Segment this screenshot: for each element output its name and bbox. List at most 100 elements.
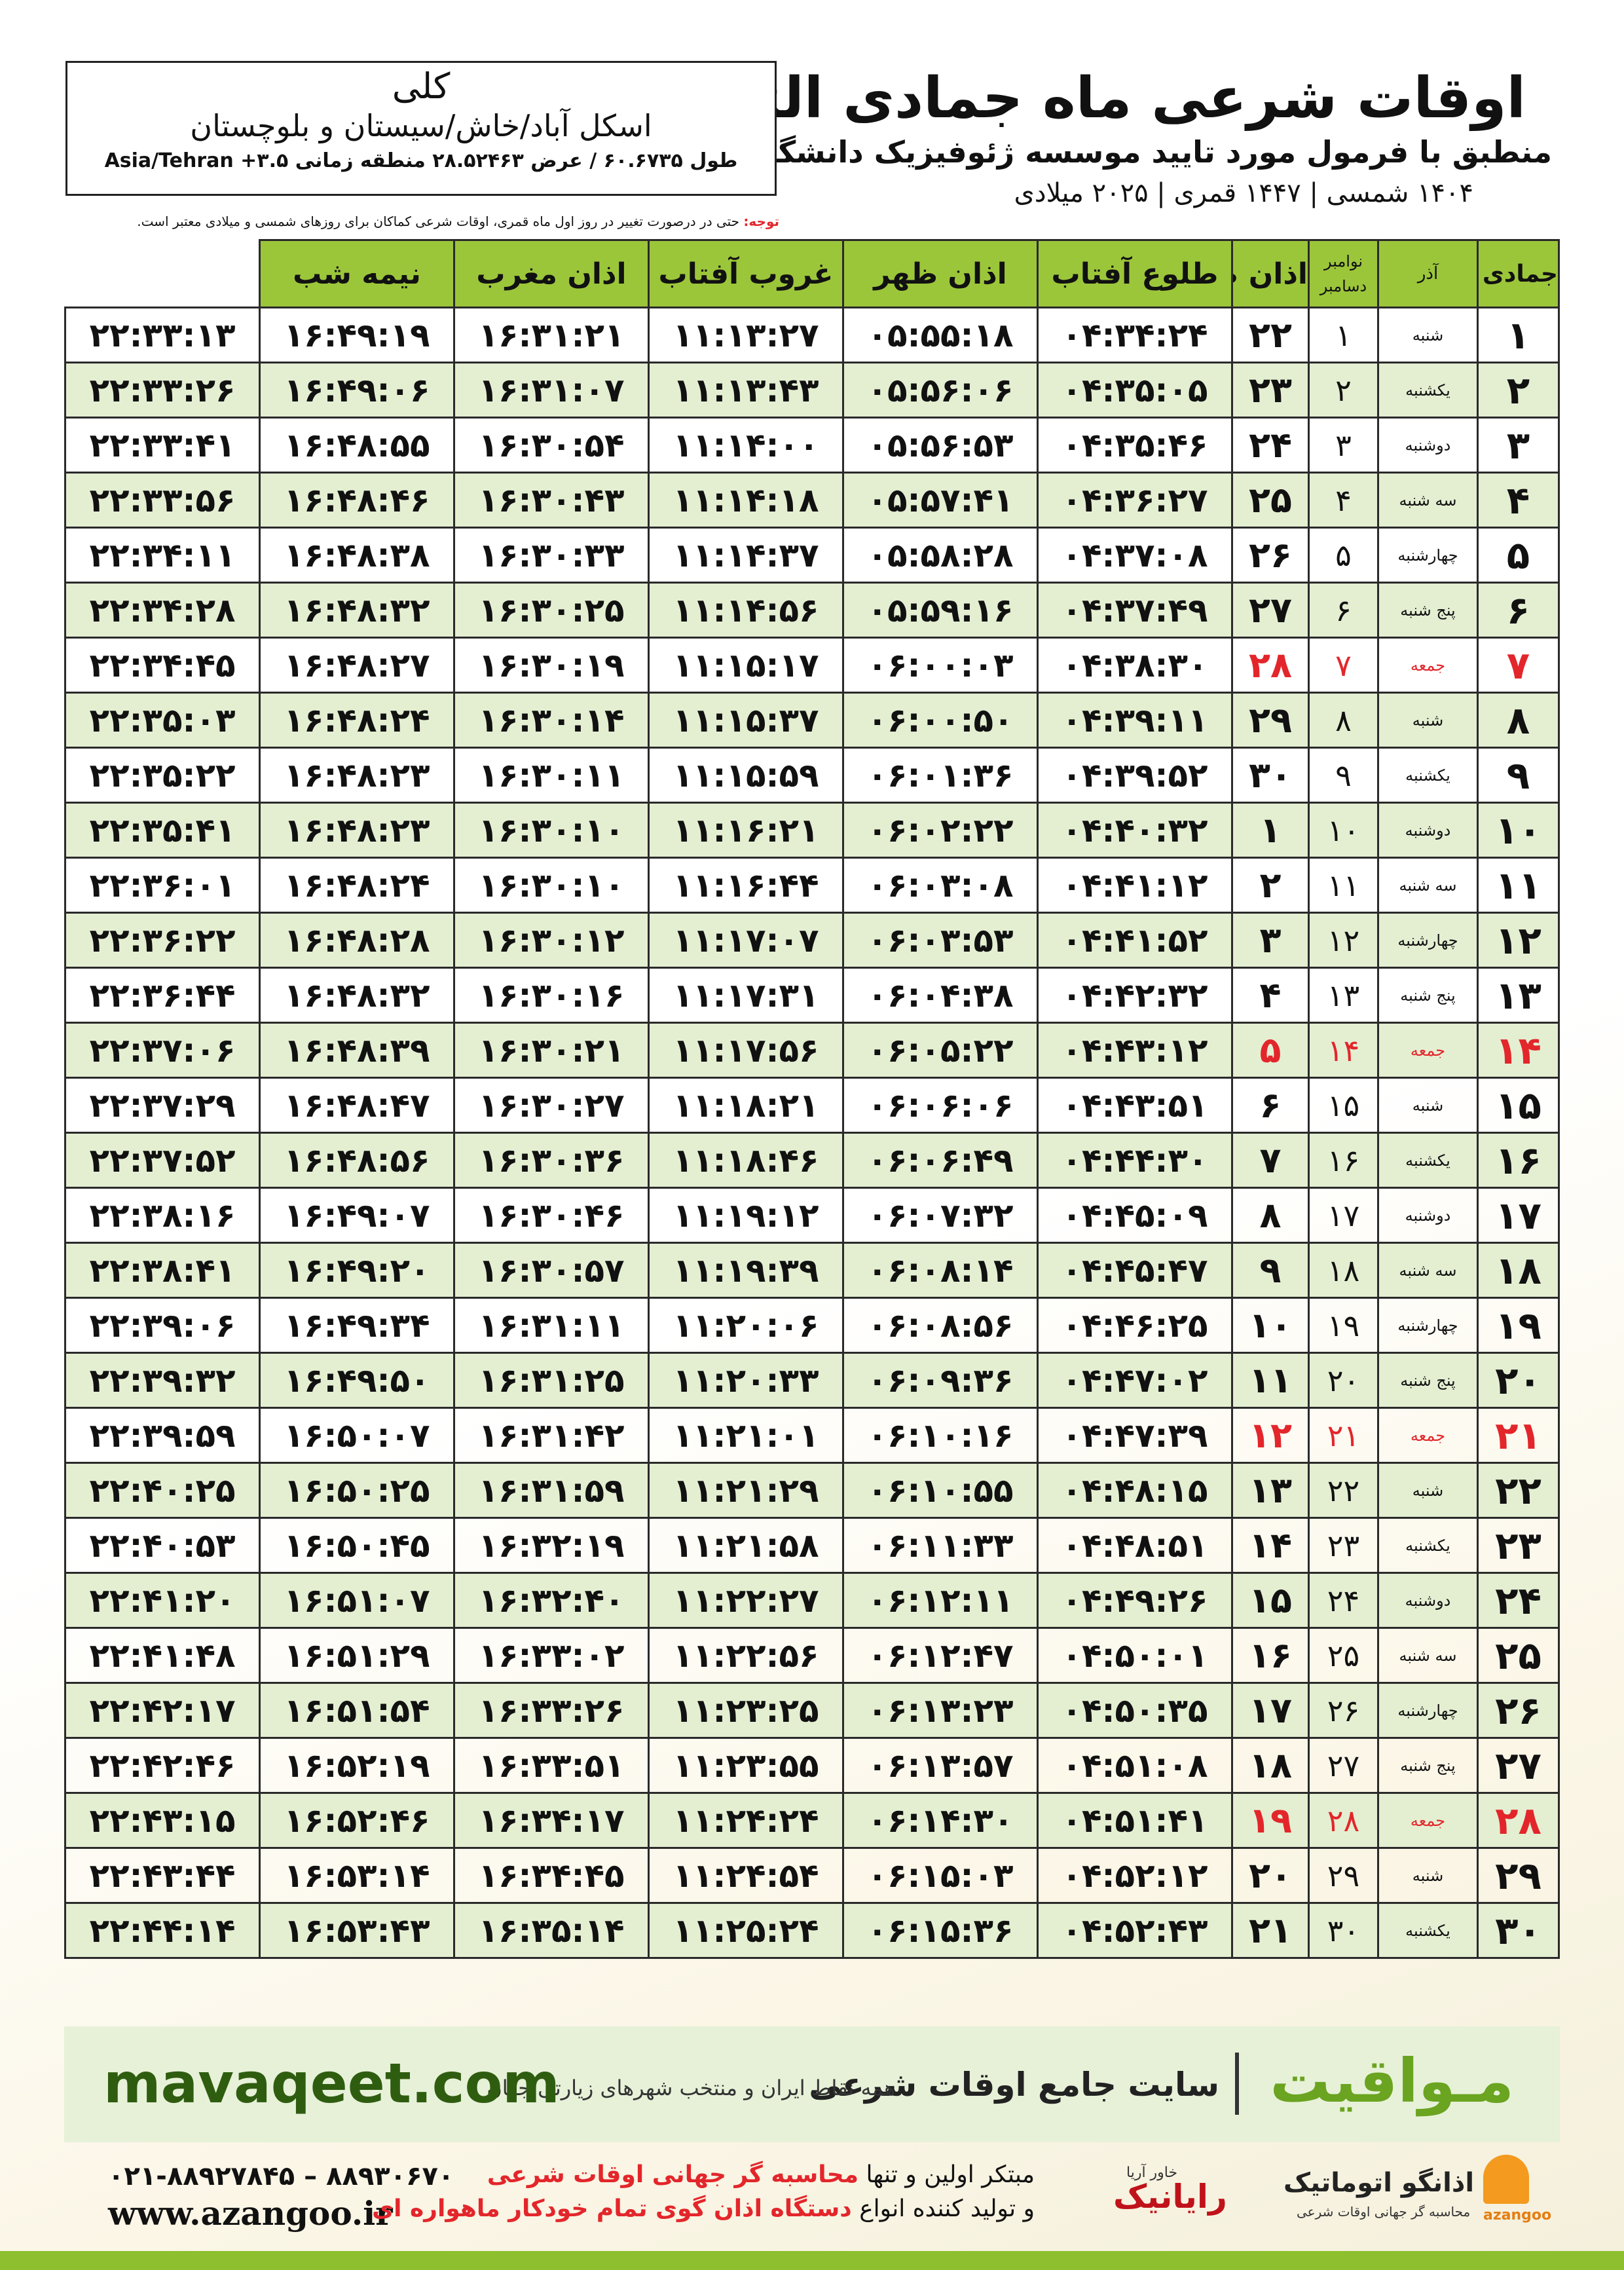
time: ۰۴:۴۶:۲۵ (1061, 1306, 1208, 1345)
time-cell: ۲۲:۳۳:۲۶ (64, 362, 261, 419)
time-cell: ۲۲:۴۲:۴۶ (64, 1737, 261, 1794)
weekday: شنبه (1377, 307, 1479, 363)
time-cell: ۰۴:۳۷:۴۹ (1037, 582, 1233, 639)
time: ۱۶:۴۸:۲۷ (284, 646, 430, 684)
weekday: شنبه (1377, 692, 1479, 749)
time: ۰۴:۴۵:۰۹ (1061, 1196, 1208, 1235)
row: ۱۹ چهارشنبه ۱۹ ۱۰ ۰۴:۴۶:۲۵ ۰۶:۰۸:۵۶ ۱۱:۲۰:۰۶ ۱۶… (64, 1297, 1560, 1354)
time-cell: ۲۲:۳۶:۴۴ (64, 967, 261, 1024)
time: ۲۲:۳۷:۲۹ (89, 1086, 236, 1125)
time-cell: ۰۴:۴۲:۳۲ (1037, 967, 1233, 1024)
time: ۱۱:۱۸:۴۶ (673, 1141, 819, 1180)
time-cell: ۱۶:۵۲:۱۹ (259, 1737, 455, 1794)
time: ۰۶:۰۸:۵۶ (867, 1306, 1014, 1345)
hijri-day: ۱۲ (1477, 912, 1560, 969)
time: ۰۴:۳۶:۲۷ (1061, 481, 1208, 519)
hijri-day: ۲۳ (1477, 1517, 1560, 1574)
header-cell: طلوع آفتاب (1037, 239, 1233, 308)
weekday: چهارشنبه (1377, 527, 1479, 584)
time-cell: ۱۶:۴۹:۳۴ (259, 1297, 455, 1354)
time-cell: ۰۴:۵۰:۳۵ (1037, 1682, 1233, 1739)
time-cell: ۰۶:۱۱:۳۳ (842, 1517, 1039, 1574)
time: ۱۶:۵۱:۵۴ (284, 1691, 430, 1730)
time: ۱۶:۴۹:۰۷ (284, 1196, 430, 1235)
time: ۲۲:۳۷:۰۶ (89, 1031, 236, 1070)
gregorian-day: ۲۸ (1231, 637, 1310, 694)
weekday: دوشنبه (1377, 1187, 1479, 1244)
time-cell: ۱۱:۱۸:۲۱ (648, 1077, 844, 1134)
time: ۱۶:۴۸:۲۳ (284, 756, 430, 794)
hijri-day: ۱۵ (1477, 1077, 1560, 1134)
subtitle: منطبق با فرمول مورد تایید موسسه ژئوفیزیک… (652, 134, 1552, 170)
time-cell: ۰۴:۴۵:۴۷ (1037, 1242, 1233, 1299)
azar-day: ۱۴ (1308, 1022, 1379, 1079)
row: ۲۰ پنج شنبه ۲۰ ۱۱ ۰۴:۴۷:۰۲ ۰۶:۰۹:۳۶ ۱۱:۲۰:۳۳ ۱۶… (64, 1352, 1560, 1409)
hijri-day: ۲۷ (1477, 1737, 1560, 1794)
time: ۱۱:۲۱:۲۹ (673, 1471, 819, 1510)
time-cell: ۰۴:۴۷:۰۲ (1037, 1352, 1233, 1409)
time: ۱۶:۴۸:۲۳ (284, 811, 430, 849)
time: ۱۶:۳۱:۴۲ (478, 1416, 625, 1455)
time-cell: ۱۶:۵۳:۴۳ (259, 1902, 455, 1959)
time-cell: ۱۱:۱۵:۱۷ (648, 637, 844, 694)
time: ۰۴:۳۴:۲۴ (1061, 316, 1208, 354)
time: ۱۶:۳۰:۳۶ (478, 1141, 625, 1180)
location-name: کلی (392, 65, 451, 107)
time-cell: ۱۱:۱۴:۵۶ (648, 582, 844, 639)
time: ۱۶:۴۸:۳۲ (284, 976, 430, 1014)
time: ۱۱:۱۵:۵۹ (673, 756, 819, 794)
gregorian-day: ۳۰ (1231, 747, 1310, 804)
gregorian-day: ۲۰ (1231, 1847, 1310, 1904)
time: ۱۱:۱۴:۵۶ (673, 591, 819, 629)
row: ۲۲ شنبه ۲۲ ۱۳ ۰۴:۴۸:۱۵ ۰۶:۱۰:۵۵ ۱۱:۲۱:۲۹ ۱۶:۳۱:… (64, 1462, 1560, 1519)
time-cell: ۲۲:۳۴:۴۵ (64, 637, 261, 694)
time-cell: ۲۲:۳۹:۰۶ (64, 1297, 261, 1354)
gregorian-day: ۱۱ (1231, 1352, 1310, 1409)
gregorian-day: ۱۵ (1231, 1572, 1310, 1629)
time-cell: ۰۴:۳۵:۴۶ (1037, 417, 1233, 474)
time-cell: ۱۱:۱۵:۵۹ (648, 747, 844, 804)
time-cell: ۱۱:۱۸:۴۶ (648, 1132, 844, 1189)
time: ۲۲:۳۴:۱۱ (89, 536, 236, 574)
hijri-day: ۲۸ (1477, 1792, 1560, 1849)
time-cell: ۰۴:۳۹:۵۲ (1037, 747, 1233, 804)
coverage: همه نقاط ایران و منتخب شهرهای زیارتی جها… (487, 2075, 895, 2100)
time-cell: ۱۱:۱۶:۲۱ (648, 802, 844, 859)
time: ۱۶:۳۵:۱۴ (478, 1911, 625, 1950)
time: ۰۶:۰۲:۲۲ (867, 811, 1014, 849)
time: ۱۶:۳۱:۲۵ (478, 1361, 625, 1400)
time: ۰۶:۰۸:۱۴ (867, 1251, 1014, 1290)
hijri-day: ۲۶ (1477, 1682, 1560, 1739)
time: ۰۴:۴۳:۱۲ (1061, 1031, 1208, 1070)
time: ۱۶:۳۴:۴۵ (478, 1856, 625, 1895)
hijri-day: ۱۷ (1477, 1187, 1560, 1244)
time-cell: ۱۶:۳۴:۱۷ (453, 1792, 650, 1849)
weekday: یکشنبه (1377, 1902, 1479, 1959)
header-cell: اذان مغرب (453, 239, 650, 308)
time: ۱۶:۵۱:۰۷ (284, 1581, 430, 1620)
time: ۲۲:۴۳:۴۴ (89, 1856, 236, 1895)
time-cell: ۱۱:۲۳:۵۵ (648, 1737, 844, 1794)
time: ۱۶:۵۱:۲۹ (284, 1636, 430, 1675)
time: ۱۶:۳۰:۲۱ (478, 1031, 625, 1070)
time-cell: ۰۴:۵۱:۴۱ (1037, 1792, 1233, 1849)
time-cell: ۲۲:۳۳:۱۳ (64, 307, 261, 363)
time-cell: ۱۱:۱۳:۲۷ (648, 307, 844, 363)
gregorian-day: ۲۱ (1231, 1902, 1310, 1959)
time: ۰۴:۵۰:۳۵ (1061, 1691, 1208, 1730)
azar-day: ۲۱ (1308, 1407, 1379, 1464)
time-cell: ۰۶:۰۴:۳۸ (842, 967, 1039, 1024)
time-cell: ۱۱:۲۰:۳۳ (648, 1352, 844, 1409)
time-cell: ۱۱:۱۴:۰۰ (648, 417, 844, 474)
time-cell: ۱۶:۳۱:۱۱ (453, 1297, 650, 1354)
weekday: چهارشنبه (1377, 1297, 1479, 1354)
row: ۱۶ یکشنبه ۱۶ ۷ ۰۴:۴۴:۳۰ ۰۶:۰۶:۴۹ ۱۱:۱۸:۴۶ ۱۶:۳۰… (64, 1132, 1560, 1189)
time: ۱۱:۲۴:۵۴ (673, 1856, 819, 1895)
azar-day: ۵ (1308, 527, 1379, 584)
time: ۱۱:۱۳:۲۷ (673, 316, 819, 354)
gregorian-day: ۴ (1231, 967, 1310, 1024)
hijri-day: ۳ (1477, 417, 1560, 474)
time-cell: ۱۶:۳۳:۲۶ (453, 1682, 650, 1739)
gregorian-day: ۱۸ (1231, 1737, 1310, 1794)
time: ۰۴:۳۷:۰۸ (1061, 536, 1208, 574)
